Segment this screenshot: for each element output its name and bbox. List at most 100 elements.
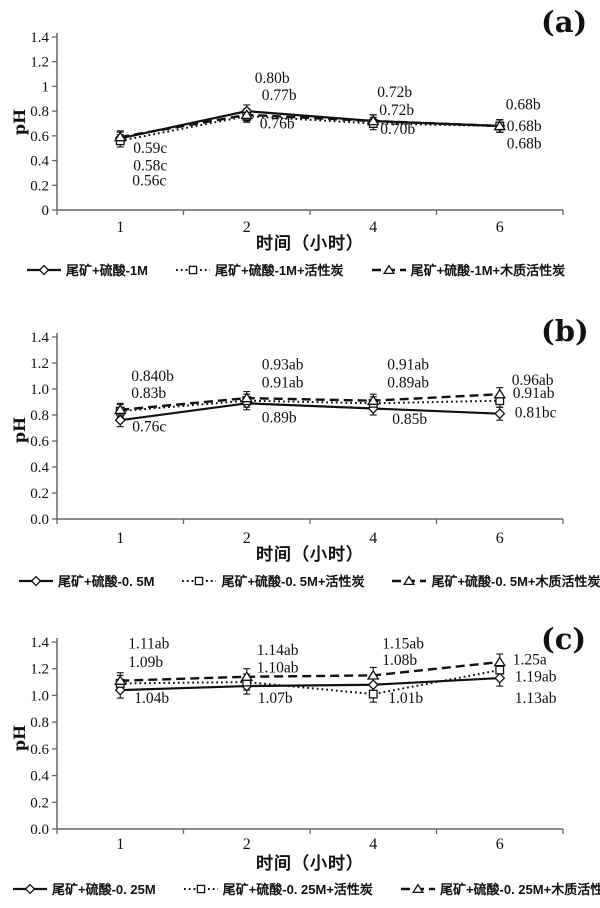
square-marker-icon [196,884,205,893]
y-tick-label: 0.4 [30,769,49,785]
plot-area-c: 1.41.21.00.80.60.40.20.01 2 4 61.11ab1.09b1… [30,635,564,853]
data-label: 1.04b [134,690,169,707]
y-tick-label: 0.6 [30,129,49,145]
error-bars [116,653,504,703]
square-marker-icon [368,689,378,699]
x-tick-label: 6 [496,836,504,853]
series-markers [113,388,507,415]
legend-key-triangle-icon [392,574,427,585]
data-label: 0.83b [131,385,166,402]
legend-a: 尾矿+硫酸-1M 尾矿+硫酸-1M+活性炭 尾矿+硫酸-1M+木质活性炭 [27,260,565,279]
data-label: 0.58c [133,158,167,175]
legend-item: 尾矿+硫酸-0. 25M+活性炭 [183,879,373,898]
triangle-marker-icon [411,882,425,893]
legend-item: 尾矿+硫酸-0. 5M+木质活性炭 [392,571,600,590]
series-markers [113,109,507,142]
legend-label: 尾矿+硫酸-0. 5M+木质活性炭 [431,574,600,589]
legend-key-diamond-icon [19,575,53,586]
y-tick-label: 0.6 [30,434,49,450]
legend-label: 尾矿+硫酸-0. 5M [58,574,155,589]
y-tick-label: 1.4 [30,330,49,346]
y-tick-label: 1 [42,79,50,95]
data-label: 0.89ab [387,375,429,392]
diamond-marker-icon [114,414,126,426]
data-label: 1.01b [388,690,423,707]
x-tick-label: 6 [496,530,504,544]
data-label: 0.77b [262,87,297,104]
data-label: 0.72b [377,84,412,101]
legend-item: 尾矿+硫酸-0. 25M+木质活性炭 [400,879,600,898]
x-tick-label: 4 [369,836,377,853]
data-label: 0.68b [506,96,541,113]
diamond-marker-icon [30,575,42,586]
plot-area-a: 1.41.210.80.60.40.201 2 4 60.59c0.58c0.56c0… [30,30,564,232]
x-tick-label: 6 [496,219,504,232]
data-label: 1.14ab [257,642,299,659]
data-label: 1.09b [128,654,163,671]
legend-key-triangle-icon [371,263,406,274]
data-label: 0.85b [392,411,427,428]
x-axis-title-c: 时间（小时） [256,854,364,873]
y-tick-label: 1.0 [30,688,49,704]
triangle-marker-icon [382,263,395,274]
x-axis-title-b: 时间（小时） [256,545,364,564]
y-tick-label: 1.2 [30,356,49,372]
data-label: 1.11ab [128,635,169,652]
data-label: 0.91ab [513,385,555,402]
y-axis-title-a: pH [10,108,29,136]
axes: 1.4 1.2 1.0 0.8 0.6 0.4 0.2 0.0 1 2 4 6 [30,635,564,853]
legend-key-square-icon [182,576,217,585]
diamond-marker-icon [494,672,506,684]
y-tick-label: 0.8 [30,104,49,120]
triangle-marker-icon [403,574,416,585]
y-tick-label: 0.2 [30,486,49,502]
y-axis-title-c: pH [10,724,29,752]
triangle-marker-icon [113,403,127,415]
legend-label: 尾矿+硫酸-1M+木质活性炭 [410,263,566,278]
y-tick-label: 0.0 [30,512,49,528]
legend-key-triangle-icon [400,882,435,893]
data-label: 0.89b [262,410,297,427]
legend-key-square-icon [183,884,218,893]
triangle-marker-icon [366,394,380,405]
x-tick-label: 2 [243,530,251,544]
y-tick-label: 0.8 [30,408,49,424]
y-tick-label: 1.0 [30,382,49,398]
data-label: 0.93ab [262,356,304,373]
square-marker-icon [195,576,204,585]
square-marker-icon [495,665,505,675]
data-label: 1.19ab [515,669,557,686]
y-tick-label: 1.2 [30,55,49,71]
data-label: 0.76b [260,116,295,133]
data-label: 1.25a [513,651,547,668]
data-label: 0.56c [132,172,166,189]
diamond-marker-icon [494,408,506,420]
panel-letter-c: (c) [541,622,587,656]
diamond-marker-icon [24,883,36,894]
legend-item: 尾矿+硫酸-0. 25M [13,879,156,898]
triangle-marker-icon [240,109,254,120]
legend-label: 尾矿+硫酸-0. 25M [52,882,156,897]
y-tick-label: 0.6 [30,742,49,758]
legend-key-diamond-icon [13,883,47,894]
data-label: 0.68b [507,135,542,152]
panel-letter-a: (a) [541,5,588,39]
y-tick-label: 0.2 [30,178,49,194]
diamond-marker-icon [38,264,50,275]
data-label: 0.76c [132,419,166,436]
data-label: 0.70b [380,121,415,138]
y-tick-label: 0.4 [30,460,49,476]
error-bars [116,387,504,428]
triangle-marker-icon [493,388,507,399]
triangle-marker-icon [113,674,127,685]
legend-label: 尾矿+硫酸-0. 25M+活性炭 [222,882,373,897]
y-tick-label: 0.2 [30,795,49,811]
diamond-marker-icon [367,679,379,691]
y-tick-label: 1.4 [30,30,49,46]
x-tick-label: 2 [243,219,251,232]
diamond-marker-icon [114,684,126,696]
data-label: 0.840b [131,368,174,385]
y-tick-label: 0.4 [30,154,49,170]
y-tick-label: 0.8 [30,715,49,731]
